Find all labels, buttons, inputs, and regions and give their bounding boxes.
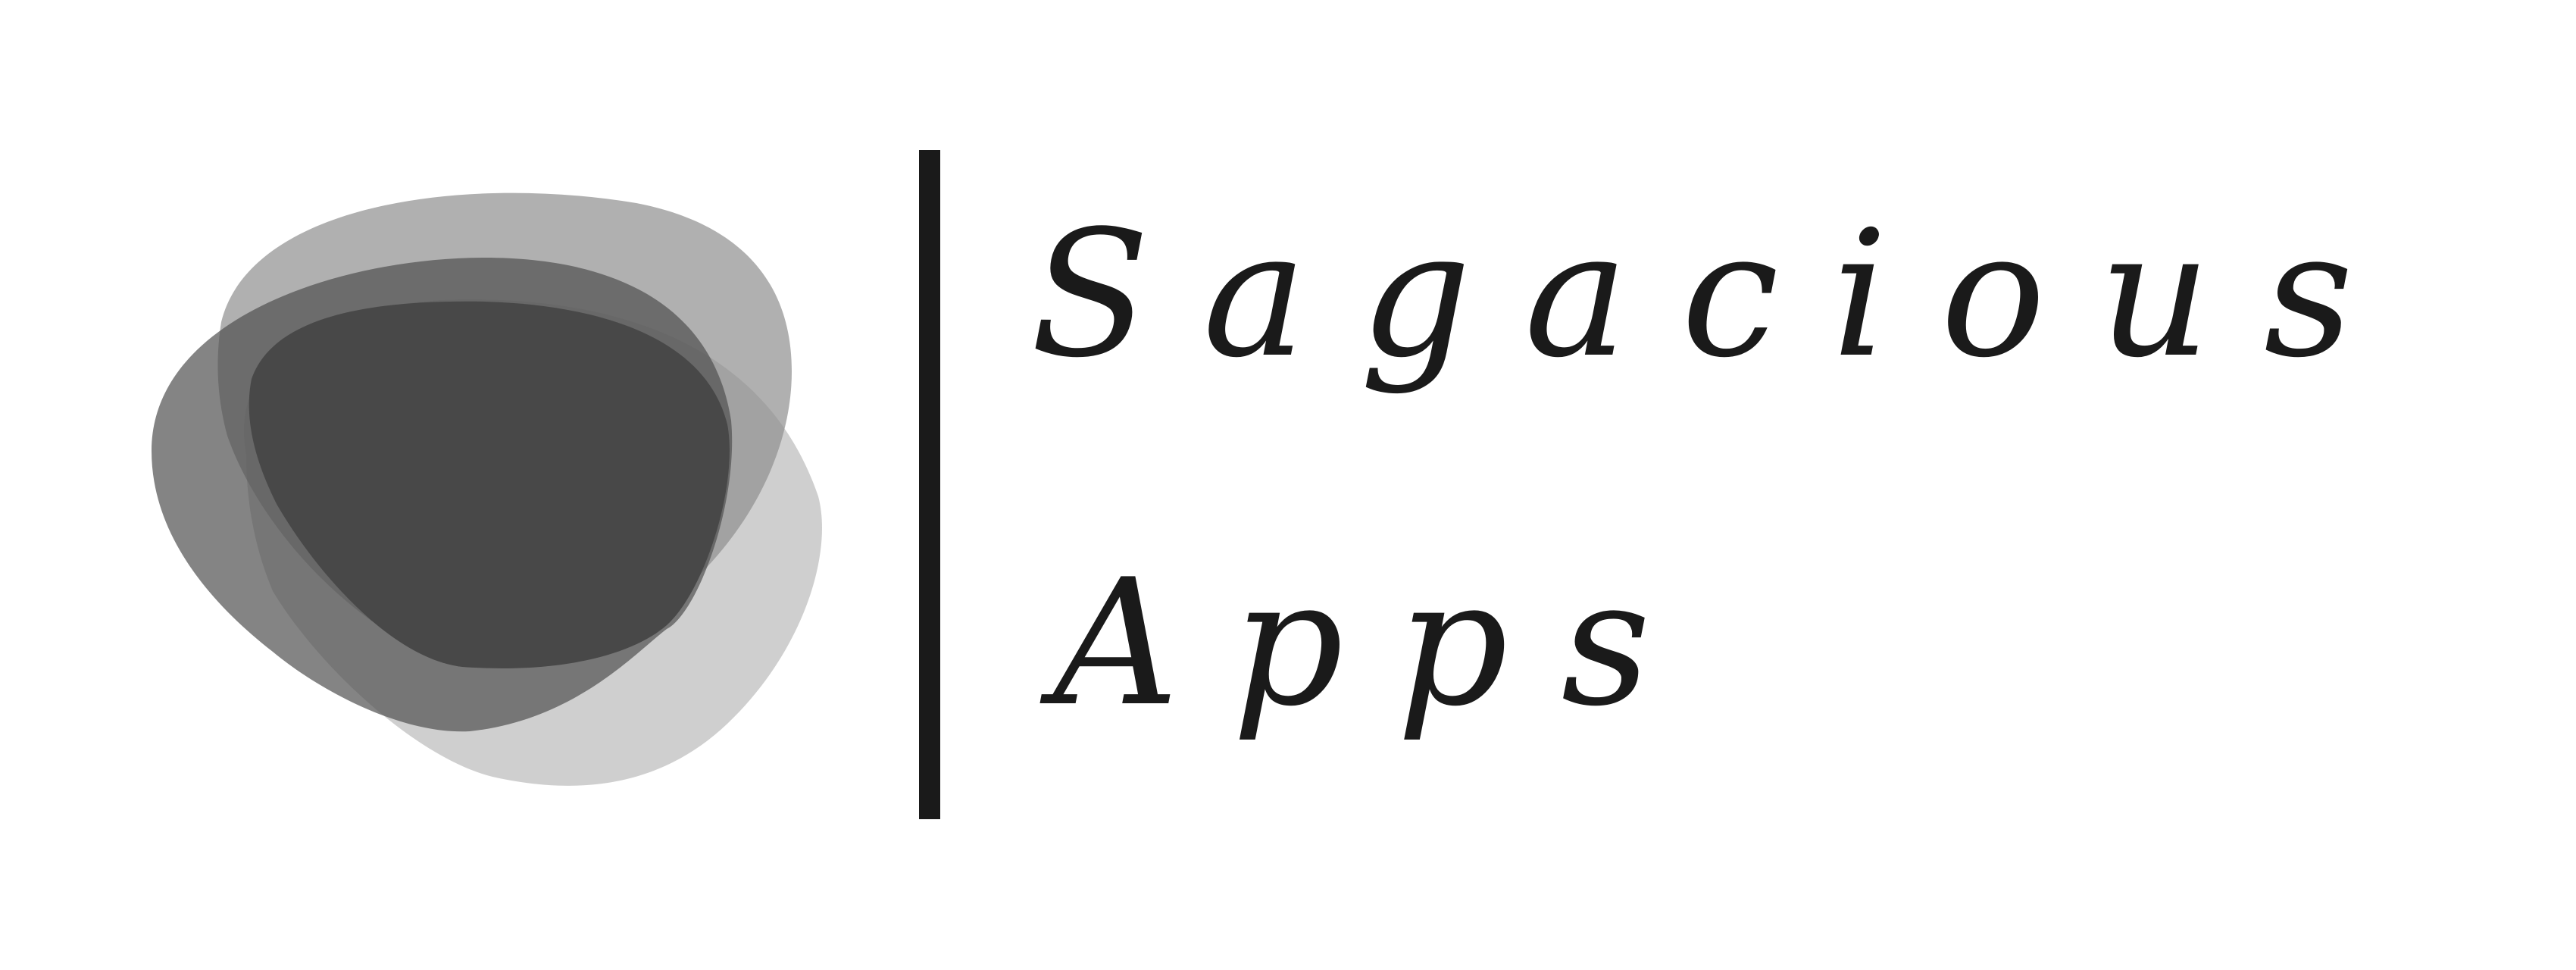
wordmark: Sagacious Apps <box>1030 121 2470 849</box>
overlapping-blobs-icon <box>152 192 822 786</box>
blob-core <box>249 301 730 668</box>
divider <box>919 150 940 819</box>
brand-name-line-1: Sagacious <box>1030 194 2407 396</box>
brand-name-line-2: Apps <box>1053 543 1704 745</box>
